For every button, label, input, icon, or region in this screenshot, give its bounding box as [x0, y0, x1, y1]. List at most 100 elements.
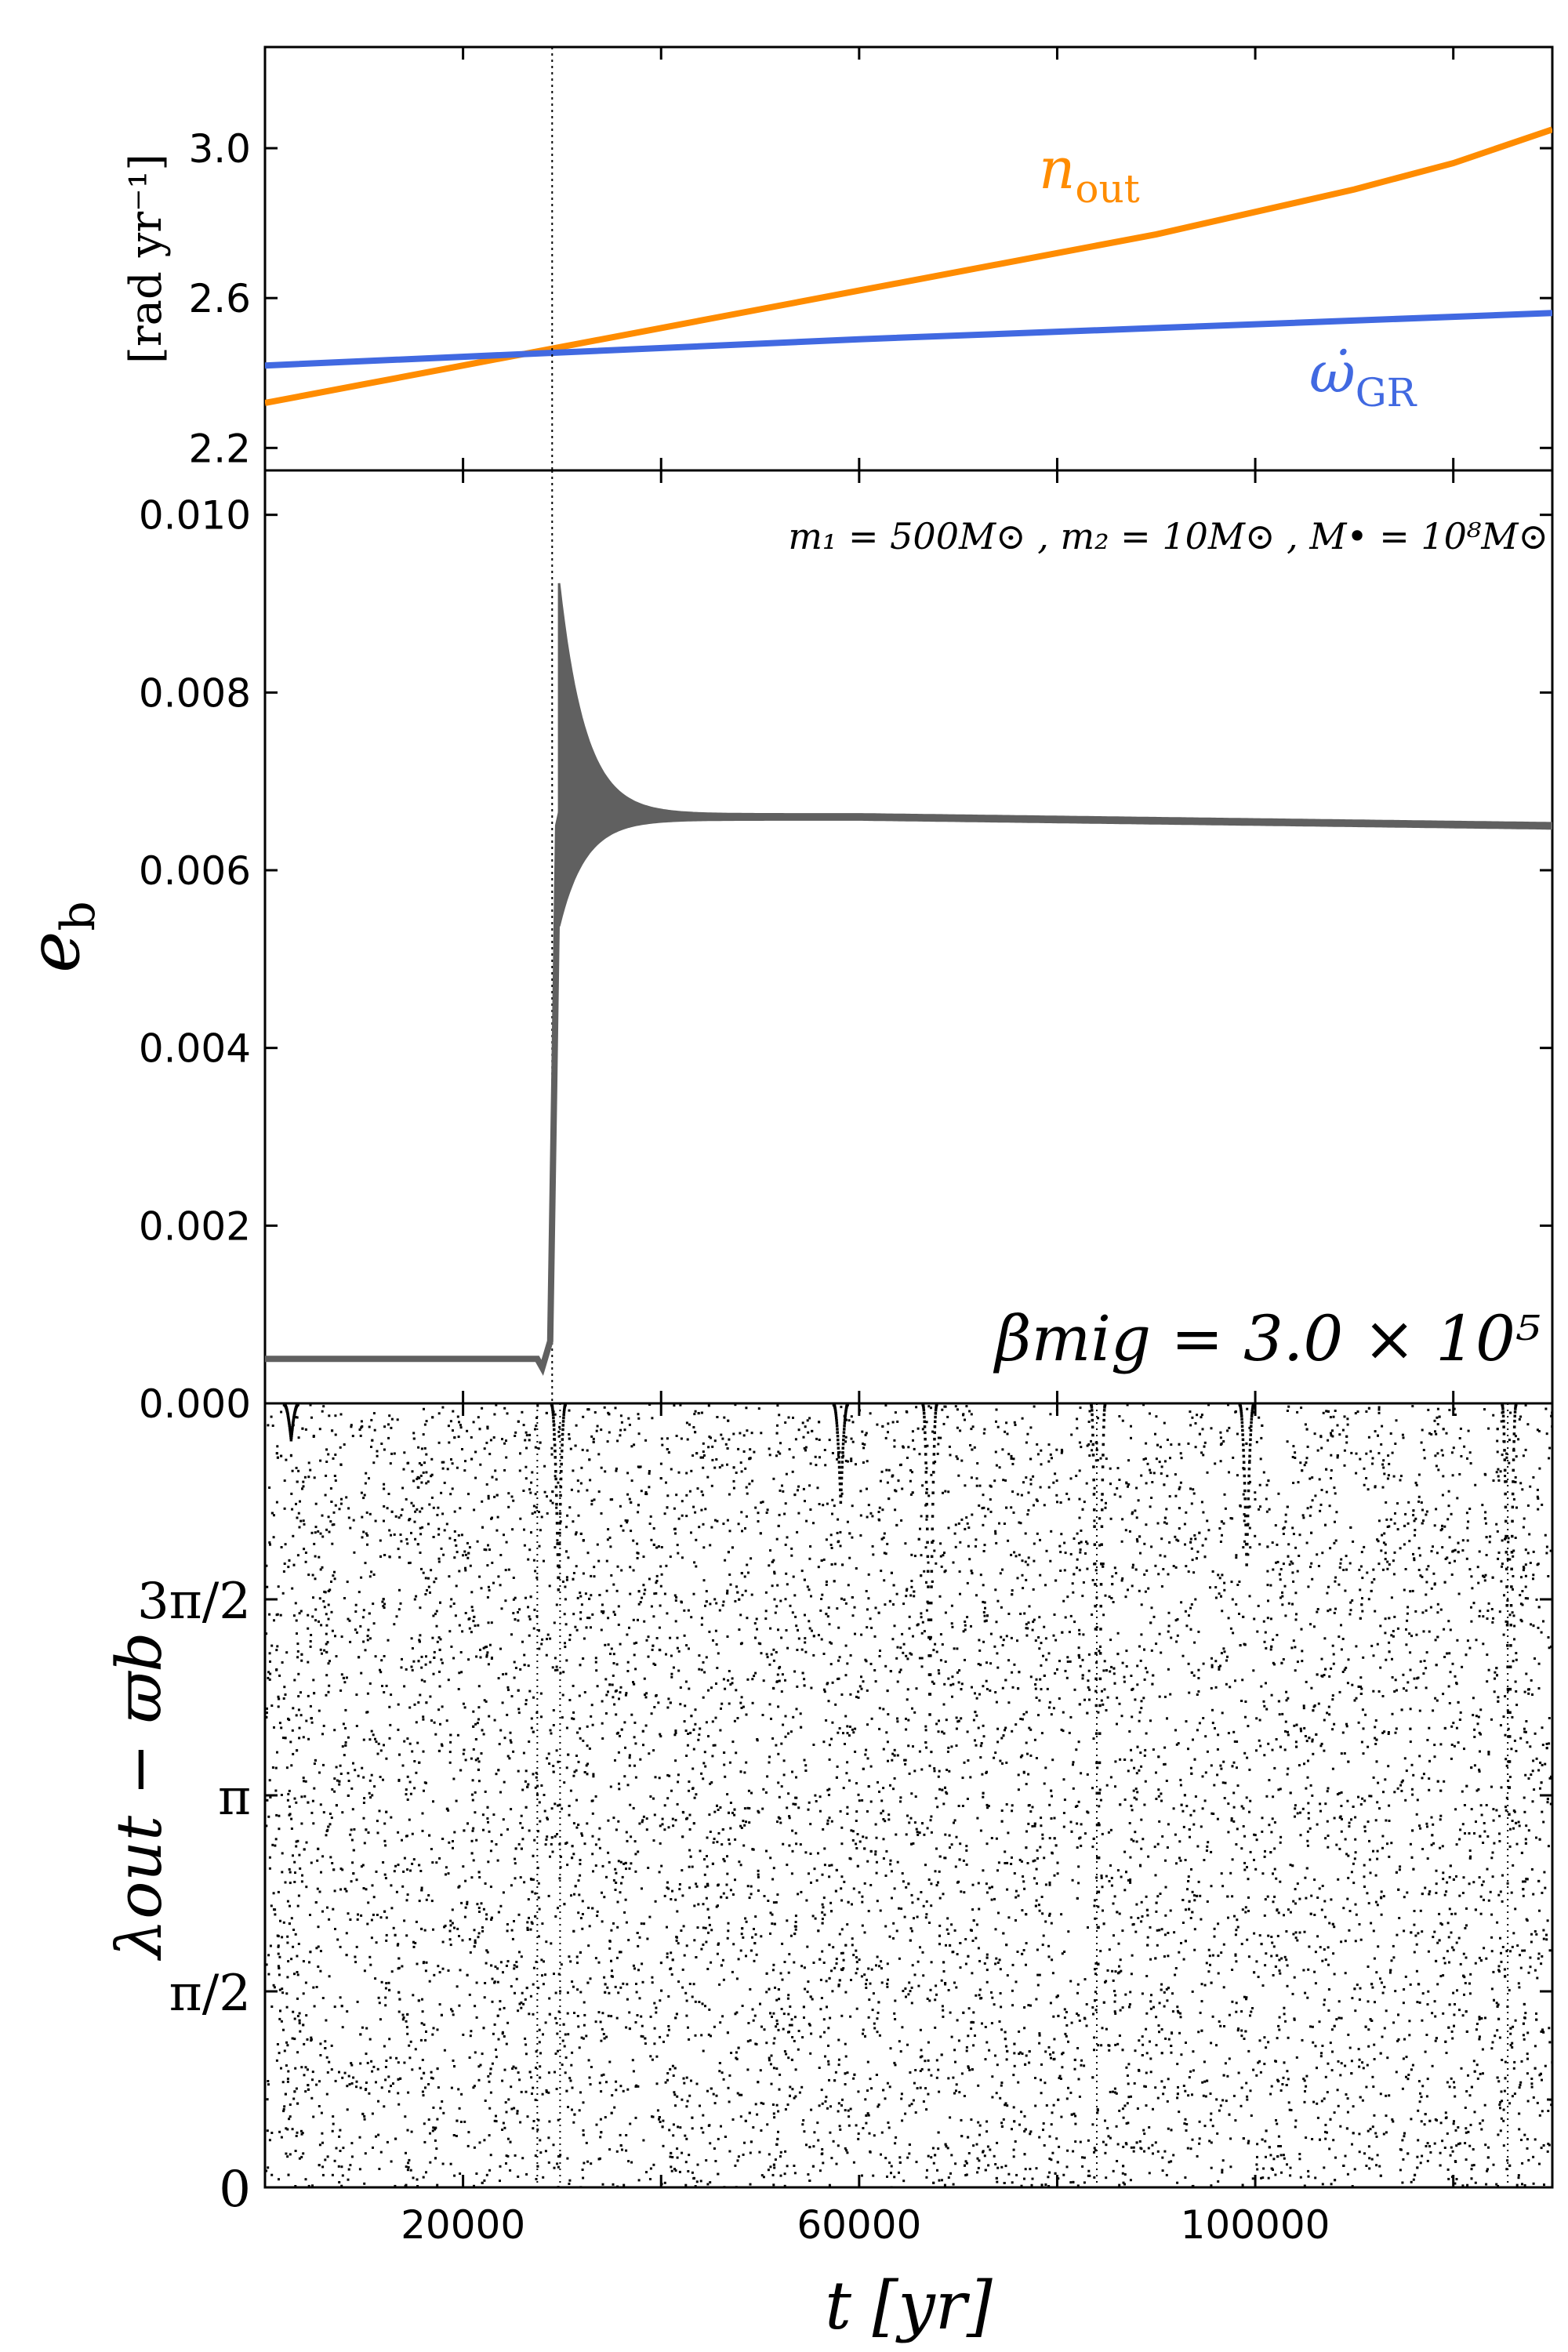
scatter-point — [1442, 1475, 1445, 1478]
scatter-point — [1084, 1552, 1087, 1555]
scatter-point — [388, 2038, 391, 2041]
scatter-point — [1127, 1588, 1129, 1592]
scatter-point — [1177, 1742, 1180, 1745]
scatter-point — [1434, 1430, 1436, 1433]
scatter-point — [910, 1893, 913, 1896]
scatter-point — [1280, 2171, 1283, 2174]
scatter-point — [514, 1431, 517, 1434]
scatter-point — [591, 1853, 594, 1856]
scatter-point — [866, 1460, 869, 1463]
scatter-point — [499, 1647, 502, 1650]
scatter-point — [1055, 1494, 1058, 1497]
scatter-point — [559, 1855, 562, 1858]
scatter-point — [942, 1554, 945, 1557]
scatter-point — [989, 1662, 993, 1665]
scatter-point — [931, 1680, 934, 1683]
scatter-point — [640, 1922, 643, 1926]
scatter-point — [1292, 1445, 1295, 1448]
scatter-point — [1166, 1439, 1169, 1441]
scatter-point — [512, 2065, 515, 2068]
scatter-point — [578, 1893, 581, 1896]
scatter-point — [1192, 1738, 1194, 1741]
scatter-point — [1047, 2185, 1051, 2187]
scatter-point — [1214, 1727, 1216, 1730]
scatter-point — [586, 1744, 589, 1748]
scatter-point — [505, 2162, 507, 2165]
scatter-point — [1160, 1465, 1163, 1468]
scatter-point — [1182, 1958, 1185, 1961]
scatter-point — [1344, 1838, 1347, 1841]
scatter-point — [1206, 1471, 1209, 1474]
scatter-point — [763, 1895, 766, 1897]
scatter-point — [1385, 1658, 1388, 1661]
scatter-point — [902, 1880, 905, 1883]
scatter-point — [374, 1519, 377, 1523]
scatter-point — [425, 1420, 428, 1423]
scatter-point — [1144, 1780, 1147, 1783]
scatter-point — [269, 1944, 272, 1947]
scatter-point — [1433, 1930, 1436, 1933]
scatter-point — [1436, 1983, 1439, 1986]
scatter-point — [1067, 1930, 1070, 1933]
scatter-point — [422, 1715, 425, 1719]
scatter-point — [1468, 1982, 1471, 1985]
scatter-point — [896, 1680, 899, 1683]
scatter-point — [1450, 2030, 1454, 2033]
scatter-point — [800, 2085, 804, 2089]
scatter-point — [865, 1590, 868, 1592]
scatter-point — [929, 1819, 932, 1822]
scatter-point — [330, 2044, 333, 2047]
scatter-point — [473, 2085, 476, 2088]
scatter-point — [1537, 1626, 1540, 1629]
scatter-point — [1465, 2090, 1468, 2092]
scatter-point — [401, 1657, 403, 1661]
scatter-point — [453, 2174, 456, 2177]
scatter-point — [440, 1547, 443, 1550]
scatter-point — [788, 1448, 791, 1451]
scatter-point — [1414, 1481, 1417, 1484]
scatter-point — [1502, 1715, 1505, 1719]
scatter-point — [1320, 1657, 1323, 1661]
scatter-point — [1005, 1761, 1008, 1764]
scatter-point — [1063, 2016, 1066, 2020]
scatter-point — [1433, 1755, 1436, 1759]
scatter-point — [1198, 2137, 1201, 2140]
scatter-point — [860, 1687, 863, 1690]
scatter-point — [768, 2056, 771, 2060]
scatter-point — [722, 2078, 725, 2081]
scatter-point — [1207, 1529, 1210, 1532]
scatter-point — [1259, 1505, 1261, 1508]
scatter-point — [1278, 1713, 1281, 1716]
scatter-point — [612, 1922, 615, 1925]
scatter-point — [537, 1830, 539, 1833]
scatter-point — [637, 1417, 641, 1420]
scatter-point — [349, 1833, 352, 1836]
scatter-point — [975, 1744, 978, 1747]
scatter-point — [614, 1985, 617, 1988]
scatter-point — [1078, 1656, 1081, 1659]
scatter-point — [1019, 1718, 1022, 1720]
scatter-point — [999, 1992, 1002, 1994]
scatter-point — [630, 1445, 633, 1448]
scatter-point — [1449, 2154, 1452, 2157]
scatter-point — [830, 1642, 833, 1645]
scatter-point — [1345, 1568, 1348, 1571]
scatter-point — [354, 1603, 358, 1606]
scatter-point — [817, 1566, 820, 1569]
scatter-point — [773, 1572, 776, 1575]
scatter-point — [869, 1617, 872, 1621]
scatter-point — [582, 1415, 585, 1418]
scatter-point — [1023, 2114, 1026, 2118]
scatter-point — [1415, 1483, 1418, 1486]
scatter-point — [674, 1599, 677, 1602]
scatter-point — [1037, 1636, 1040, 1639]
scatter-point — [772, 2067, 775, 2070]
scatter-point — [746, 2068, 750, 2071]
scatter-point — [456, 1733, 459, 1737]
scatter-point — [1191, 2138, 1194, 2141]
scatter-point — [1181, 1922, 1185, 1924]
scatter-point — [1142, 2129, 1145, 2132]
scatter-point — [1551, 1545, 1552, 1548]
scatter-point — [721, 1437, 724, 1440]
scatter-point — [1001, 1568, 1004, 1571]
